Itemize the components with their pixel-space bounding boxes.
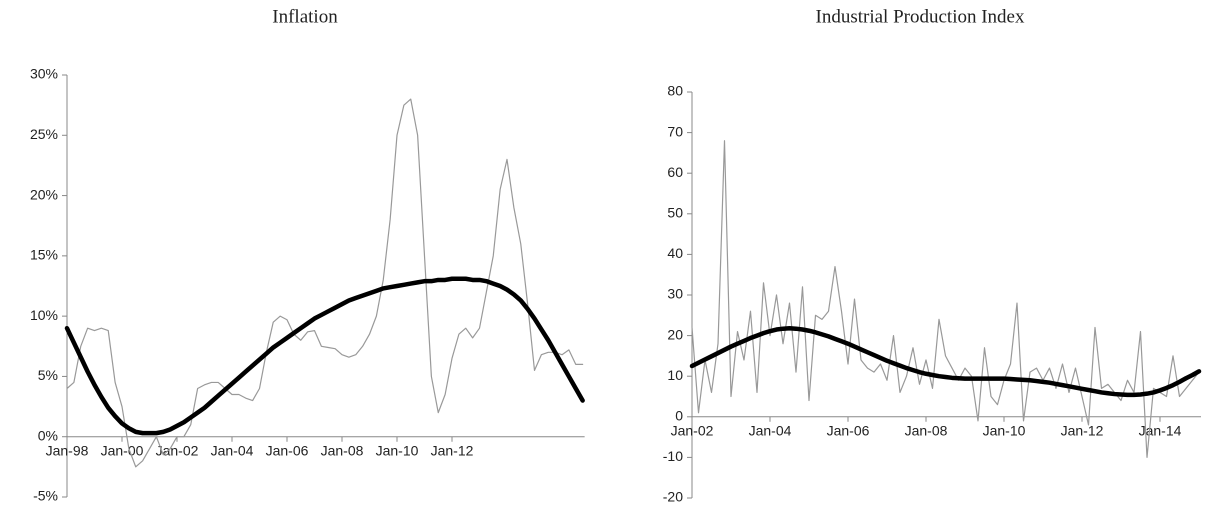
chart-title: Inflation	[272, 6, 338, 27]
data-line	[64, 276, 585, 436]
x-tick-label: Jan-06	[827, 423, 870, 439]
y-tick-label: 30	[667, 286, 683, 302]
x-tick-label: Jan-98	[46, 442, 89, 458]
y-tick-label: 50	[667, 205, 683, 221]
x-tick-label: Jan-02	[671, 423, 714, 439]
y-tick-label: 30%	[30, 66, 58, 82]
y-tick-label: 10%	[30, 307, 58, 323]
y-tick-label: 60	[667, 164, 683, 180]
chart-title: Industrial Production Index	[816, 6, 1025, 27]
y-tick-label: -10	[663, 448, 683, 464]
y-tick-label: 5%	[38, 367, 58, 383]
y-tick-label: 0%	[38, 427, 58, 443]
data-line	[66, 98, 584, 468]
y-tick-label: 70	[667, 123, 683, 139]
x-tick-label: Jan-08	[905, 423, 948, 439]
data-line	[689, 326, 1202, 398]
y-tick-label: 20	[667, 326, 683, 342]
y-tick-label: 25%	[30, 126, 58, 142]
data-line	[691, 140, 1200, 458]
x-tick-label: Jan-12	[1061, 423, 1104, 439]
x-tick-label: Jan-06	[266, 442, 309, 458]
x-tick-label: Jan-02	[156, 442, 199, 458]
y-tick-label: 40	[667, 245, 683, 261]
y-tick-label: -20	[663, 489, 683, 505]
y-tick-label: 20%	[30, 186, 58, 202]
y-tick-label: 15%	[30, 247, 58, 263]
x-tick-label: Jan-10	[983, 423, 1026, 439]
y-tick-label: 10	[667, 367, 683, 383]
x-tick-label: Jan-00	[101, 442, 144, 458]
y-tick-label: -5%	[33, 488, 58, 504]
x-tick-label: Jan-04	[749, 423, 792, 439]
y-tick-label: 0	[675, 408, 683, 424]
x-tick-label: Jan-08	[321, 442, 364, 458]
x-tick-label: Jan-10	[376, 442, 419, 458]
x-tick-label: Jan-04	[211, 442, 254, 458]
x-tick-label: Jan-12	[431, 442, 474, 458]
y-tick-label: 80	[667, 83, 683, 99]
